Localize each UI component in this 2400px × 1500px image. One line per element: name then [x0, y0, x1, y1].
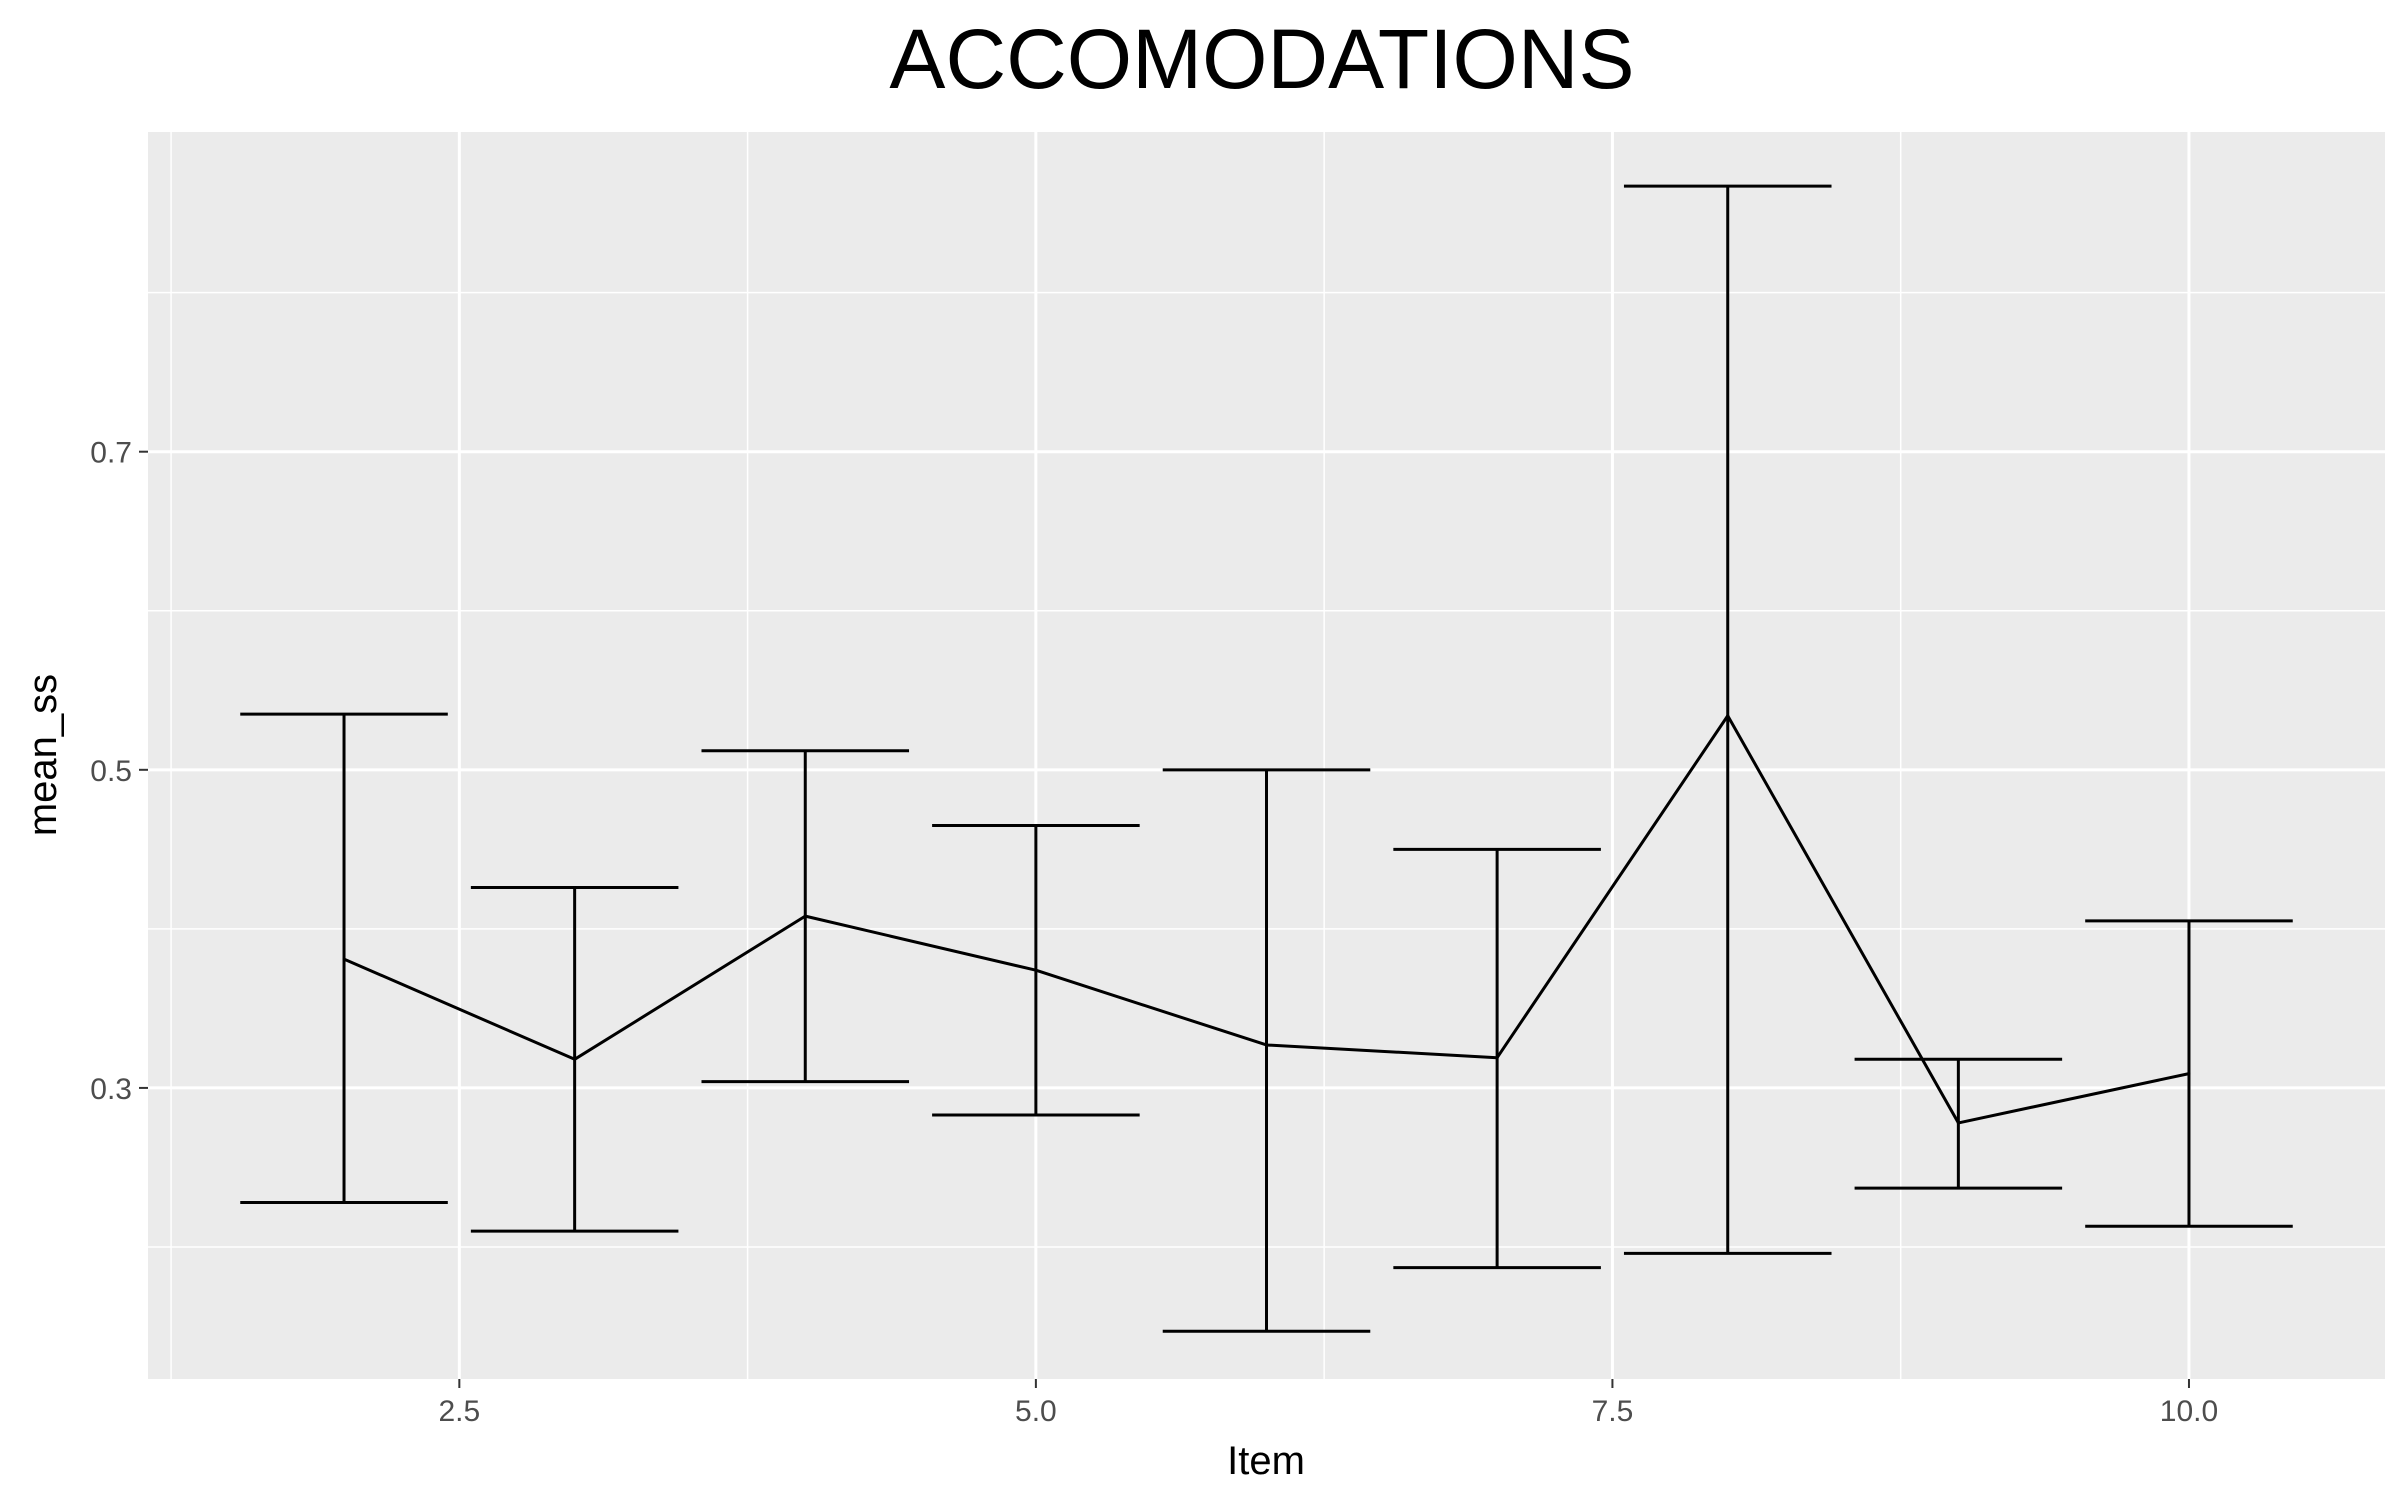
error-bar	[1162, 768, 1371, 1333]
x-axis: 2.5 5.0 7.5 10.0	[438, 1379, 2218, 1428]
data-point	[1265, 1043, 1268, 1047]
data-point	[573, 1057, 577, 1061]
x-tick-label: 5.0	[1015, 1395, 1057, 1428]
y-tick-label: 0.3	[90, 1073, 132, 1106]
y-tick-label: 0.7	[90, 437, 132, 470]
data-point	[1956, 1121, 1960, 1125]
y-axis-title: mean_ss	[21, 674, 65, 836]
data-point	[1495, 1056, 1499, 1060]
x-tick-label: 2.5	[438, 1395, 480, 1428]
data-point	[2187, 1072, 2191, 1076]
series-line	[342, 714, 2191, 1125]
chart-title: ACCOMODATIONS	[889, 12, 1634, 106]
data-point	[342, 957, 346, 961]
y-axis: 0.3 0.5 0.7	[90, 437, 148, 1106]
data-point	[803, 914, 807, 918]
data-point	[1726, 714, 1730, 718]
error-bar	[1623, 184, 1832, 1255]
x-axis-title: Item	[1227, 1439, 1305, 1483]
x-tick-label: 7.5	[1592, 1395, 1634, 1428]
data-point	[1034, 968, 1038, 972]
x-tick-label: 10.0	[2160, 1395, 2218, 1428]
y-tick-label: 0.5	[90, 755, 132, 788]
